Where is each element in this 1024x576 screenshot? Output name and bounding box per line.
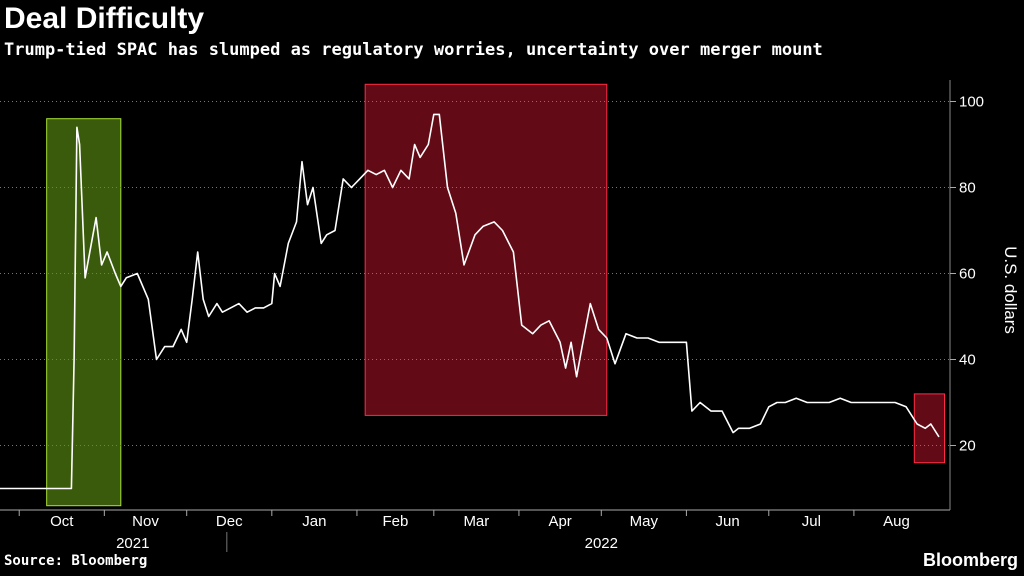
source-note: Source: Bloomberg [4,553,148,569]
x-tick-label-feb: Feb [382,513,408,530]
y-axis-label: U.S. dollars [1001,246,1020,334]
x-tick-label-dec: Dec [216,513,243,530]
chart-title: Deal Difficulty [4,2,205,35]
bloomberg-logo: Bloomberg [922,550,1018,570]
highlight-red-1 [364,83,608,416]
x-tick-label-may: May [630,513,659,530]
x-axis: Oct Nov Dec Jan Feb Mar Apr May Jun Jul Aug 2021 202… [0,509,950,552]
highlight-regions [46,83,946,507]
highlight-green [46,118,122,507]
y-tick-label-40: 40 [959,352,976,369]
x-tick-label-apr: Apr [548,513,571,530]
x-tick-label-aug: Aug [883,513,910,530]
y-tick-label-20: 20 [959,438,976,455]
highlight-red-2 [913,393,946,464]
y-axis: 20 40 60 80 100 [949,80,984,510]
x-tick-label-oct: Oct [50,513,74,530]
x-tick-label-nov: Nov [132,513,159,530]
year-label-2022: 2022 [585,535,618,552]
y-tick-label-100: 100 [959,94,984,111]
y-tick-label-60: 60 [959,266,976,283]
x-tick-label-jul: Jul [802,513,821,530]
price-line [0,113,940,490]
x-tick-label-mar: Mar [463,513,489,530]
chart-subtitle: Trump-tied SPAC has slumped as regulator… [4,40,823,60]
x-tick-label-jun: Jun [716,513,740,530]
x-tick-label-jan: Jan [302,513,326,530]
y-tick-label-80: 80 [959,180,976,197]
year-label-2021: 2021 [116,535,149,552]
